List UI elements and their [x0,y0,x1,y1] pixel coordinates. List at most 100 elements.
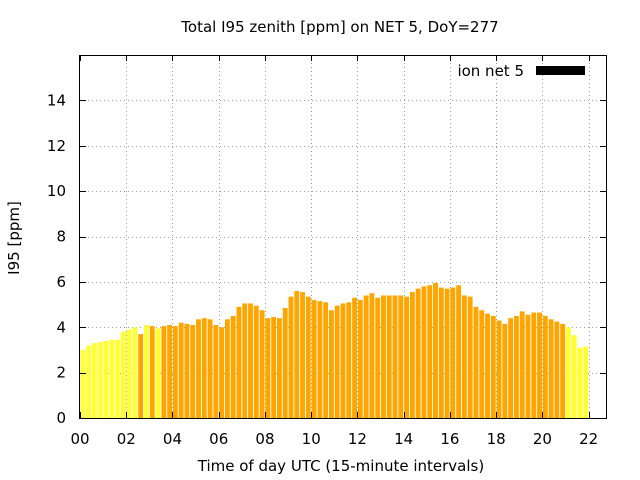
bar [80,349,86,418]
bar [537,312,542,418]
bar [375,297,381,418]
bar [224,319,230,418]
bar [467,296,473,418]
x-tick-label: 18 [487,430,506,448]
y-tick-label: 6 [56,273,66,291]
bar [248,303,253,418]
bar [456,285,462,418]
bar [473,306,479,418]
bar [363,295,369,418]
bar [566,327,571,418]
x-tick-label: 06 [209,430,228,448]
x-tick-label: 22 [579,430,598,448]
bar [230,315,236,418]
bar [138,334,144,418]
bar [392,295,398,418]
bar [132,327,138,418]
bar [196,319,201,418]
bar [103,340,109,418]
bar [508,318,514,418]
bar [242,303,248,418]
bar [577,347,583,418]
bar [340,303,346,418]
bar [207,319,213,418]
bar [167,324,173,418]
bar [490,315,496,418]
x-tick-label: 02 [117,430,136,448]
bar [513,315,519,418]
bar [548,319,554,418]
x-axis-label: Time of day UTC (15-minute intervals) [197,457,484,475]
bar [571,335,577,418]
bar [271,317,277,418]
legend-label: ion net 5 [457,62,524,80]
bar [201,318,207,418]
y-axis-label: I95 [ppm] [5,201,23,275]
bar [259,310,265,418]
bar [381,295,386,418]
bar [438,287,444,418]
bar [329,310,334,418]
x-tick-label: 00 [70,430,89,448]
bar [294,290,300,418]
bar [144,324,149,418]
y-axis-ticks: 0 2 4 6 8 10 12 14 [47,91,606,427]
bar [450,287,456,418]
y-tick-label: 2 [56,364,66,382]
bar [583,346,589,418]
x-axis-ticks: 00 02 04 06 08 10 12 14 16 18 20 22 [70,55,598,448]
bar [219,327,225,418]
bar [485,313,490,418]
bar [109,339,115,418]
grid-lines [80,55,606,418]
bar [352,297,357,418]
chart-title: Total I95 zenith [ppm] on NET 5, DoY=277 [180,18,498,36]
bar [92,343,97,418]
bar [213,324,219,418]
bar [126,329,132,418]
bar [479,310,485,418]
bar [282,307,288,418]
bar [86,345,92,418]
bar [542,315,548,418]
bar [317,301,323,418]
bar [427,285,433,418]
y-tick-label: 14 [47,91,66,109]
y-tick-label: 10 [47,182,66,200]
bar [444,288,450,418]
bar [115,339,120,418]
bar [305,296,311,418]
bar [265,318,271,418]
bar [433,283,438,418]
bar [178,322,184,418]
bar [172,326,178,418]
bar [531,312,537,418]
bar [253,305,259,418]
x-tick-label: 20 [533,430,552,448]
bar [300,292,305,418]
bar [461,295,467,418]
bar [369,293,375,418]
bar [415,288,421,418]
bar [357,300,363,418]
x-tick-label: 14 [394,430,413,448]
bar [97,342,103,418]
bar [236,306,242,418]
bar [502,323,508,418]
bar [311,300,317,418]
bar [554,321,560,418]
bar [560,323,566,418]
y-tick-label: 8 [56,228,66,246]
bar [525,314,531,418]
bars-group [80,283,589,418]
bar [120,331,126,418]
y-tick-label: 4 [56,318,66,336]
legend: ion net 5 [457,62,585,80]
bar [161,326,167,418]
bar [409,292,415,418]
bar [334,305,340,418]
bar [519,311,525,418]
bar [404,296,410,418]
y-tick-label: 12 [47,137,66,155]
